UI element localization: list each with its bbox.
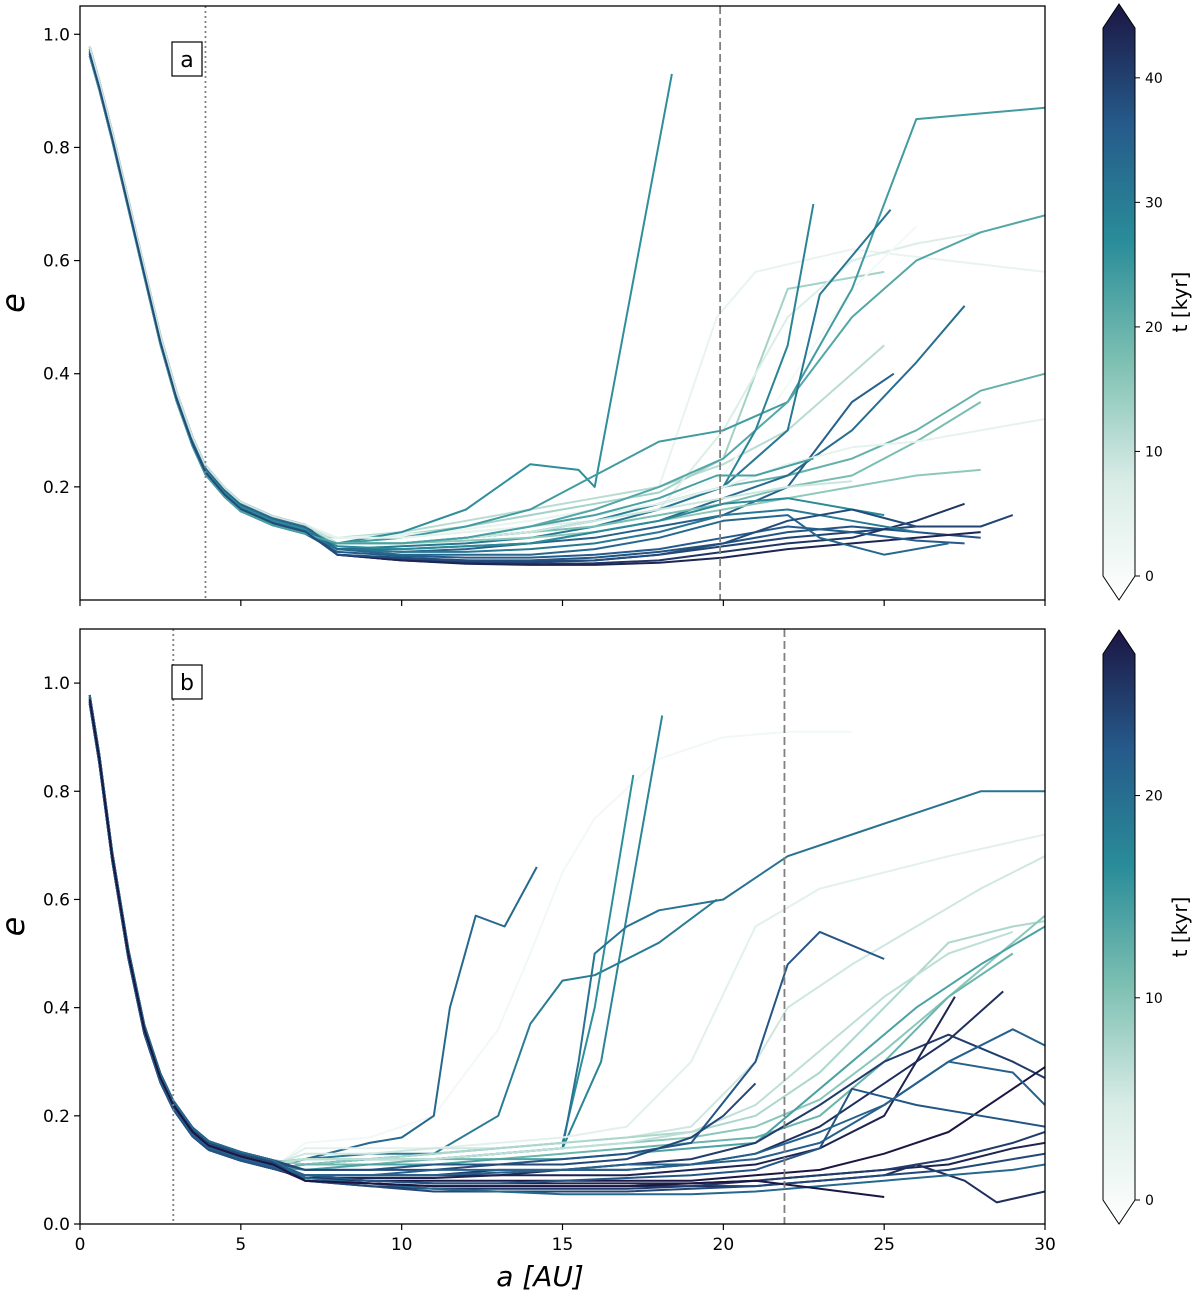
colorbar: 0 10 20 t [kyr] xyxy=(1102,629,1192,1225)
series-line xyxy=(88,53,966,551)
series-line xyxy=(88,55,885,539)
series-line xyxy=(88,699,885,1198)
series-line xyxy=(88,55,673,545)
series-line xyxy=(88,703,1045,1177)
y-tick-label: 0.4 xyxy=(43,365,70,385)
x-tick-label: 30 xyxy=(1034,1235,1056,1255)
colorbar-tick-label: 30 xyxy=(1145,195,1163,211)
series-line xyxy=(88,701,538,1168)
series-line xyxy=(88,701,1045,1177)
series-line xyxy=(88,46,853,545)
colorbar: 0 10 20 30 40 t [kyr] xyxy=(1102,3,1192,601)
series-line xyxy=(88,699,1045,1190)
panel-label-box xyxy=(171,41,203,77)
y-tick-label: 0.4 xyxy=(43,999,70,1019)
colorbar-gradient xyxy=(1102,3,1136,601)
x-tick-label: 15 xyxy=(552,1235,574,1255)
y-tick-label: 0.8 xyxy=(43,138,70,158)
series-line xyxy=(88,699,718,1166)
plot-frame xyxy=(79,5,1046,601)
series-line xyxy=(88,694,664,1166)
colorbar-tick-label: 10 xyxy=(1145,444,1163,460)
colorbar-label: t [kyr] xyxy=(1168,272,1192,333)
series-line xyxy=(88,701,1004,1177)
y-axis-label: e xyxy=(0,917,32,937)
series-line xyxy=(88,694,1045,1182)
y-tick-label: 1.0 xyxy=(43,25,70,45)
x-tick-label: 20 xyxy=(713,1235,735,1255)
series-line xyxy=(88,703,1045,1185)
series-line xyxy=(88,51,885,551)
series-line xyxy=(88,51,1014,564)
y-tick-label: 1.0 xyxy=(43,674,70,694)
y-tick-label: 0.8 xyxy=(43,782,70,802)
x-axis-label: a [AU] xyxy=(496,1260,584,1293)
plot-frame xyxy=(79,628,1046,1225)
colorbar-label: t [kyr] xyxy=(1168,897,1192,958)
series-line xyxy=(88,46,1045,539)
series-line xyxy=(88,53,885,539)
colorbar-tick-label: 20 xyxy=(1145,320,1163,336)
colorbar-gradient xyxy=(1102,629,1136,1225)
series-line xyxy=(88,703,1045,1185)
y-tick-label: 0.6 xyxy=(43,890,70,910)
panel-a: 0.2 0.4 0.6 0.8 1.0 e a 0 10 20 30 40 t [kyr] xyxy=(0,3,1192,606)
series-line xyxy=(88,699,1045,1166)
series-line xyxy=(88,697,885,1171)
x-tick-label: 25 xyxy=(873,1235,895,1255)
series-line xyxy=(88,53,981,562)
series-line xyxy=(88,703,1014,1170)
x-tick-label: 10 xyxy=(391,1235,413,1255)
series-line xyxy=(88,699,956,1179)
colorbar-tick-label: 0 xyxy=(1145,569,1154,585)
panel-label: a xyxy=(180,48,193,73)
series-line xyxy=(88,697,635,1164)
colorbar-tick-label: 10 xyxy=(1145,991,1163,1007)
series-line xyxy=(88,51,1045,539)
y-tick-label: 0.2 xyxy=(43,478,70,498)
y-tick-label: 0.6 xyxy=(43,252,70,272)
x-tick-label: 0 xyxy=(75,1235,86,1255)
series-line xyxy=(88,51,1045,545)
colorbar-tick-label: 0 xyxy=(1145,1193,1154,1209)
series-line xyxy=(88,53,1045,545)
x-tick-label: 5 xyxy=(235,1235,246,1255)
colorbar-tick-label: 20 xyxy=(1145,789,1163,805)
colorbar-tick-label: 40 xyxy=(1145,71,1163,87)
panel-label-box xyxy=(171,664,203,700)
panel-label: b xyxy=(180,671,194,696)
y-tick-label: 0.0 xyxy=(43,1215,70,1235)
panel-b: 0 5 10 15 20 25 30 0.0 0.2 0.4 0.6 0.8 1.0 e b 0 10 20 t [… xyxy=(0,628,1192,1255)
series-line xyxy=(88,48,949,556)
y-tick-label: 0.2 xyxy=(43,1107,70,1127)
series-line xyxy=(88,53,917,563)
y-axis-label: e xyxy=(0,293,32,313)
